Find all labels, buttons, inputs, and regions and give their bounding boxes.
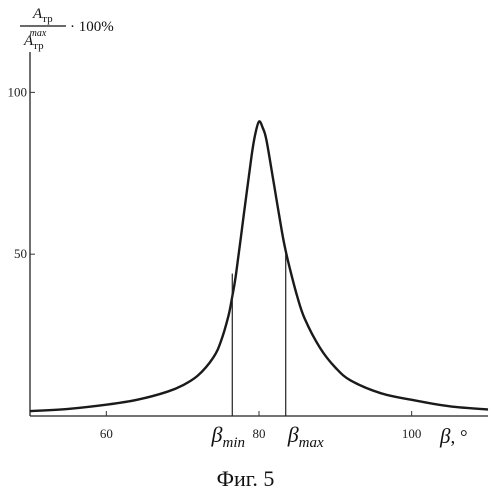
beta-markers: βmin βmax: [211, 254, 324, 451]
series-curve: [30, 121, 488, 411]
y-label-denominator-sub: тр: [33, 40, 44, 52]
svg-text:Aтрmax: Aтрmax: [23, 28, 47, 52]
figure-caption: Фиг. 5: [0, 466, 491, 492]
x-tick-label: 80: [253, 426, 266, 441]
svg-text:Aтр: Aтр: [32, 6, 53, 25]
x-tick-label: 60: [100, 426, 113, 441]
y-label-suffix: · 100%: [70, 19, 114, 35]
y-axis-label: Aтр Aтрmax · 100%: [20, 6, 114, 52]
marker-label-max: βmax: [287, 422, 324, 451]
marker-label-min: βmin: [211, 422, 245, 451]
x-label-symbol: β: [439, 424, 451, 448]
y-tick-labels: 50 100: [8, 84, 36, 261]
x-axis-label: β, °: [439, 424, 468, 448]
y-label-denominator-sup: max: [30, 28, 47, 39]
x-label-unit: , °: [450, 427, 467, 448]
y-label-numerator-sub: тр: [42, 13, 53, 25]
x-tick-label: 100: [402, 426, 422, 441]
y-tick-label: 50: [14, 246, 27, 261]
y-tick-label: 100: [8, 84, 28, 99]
